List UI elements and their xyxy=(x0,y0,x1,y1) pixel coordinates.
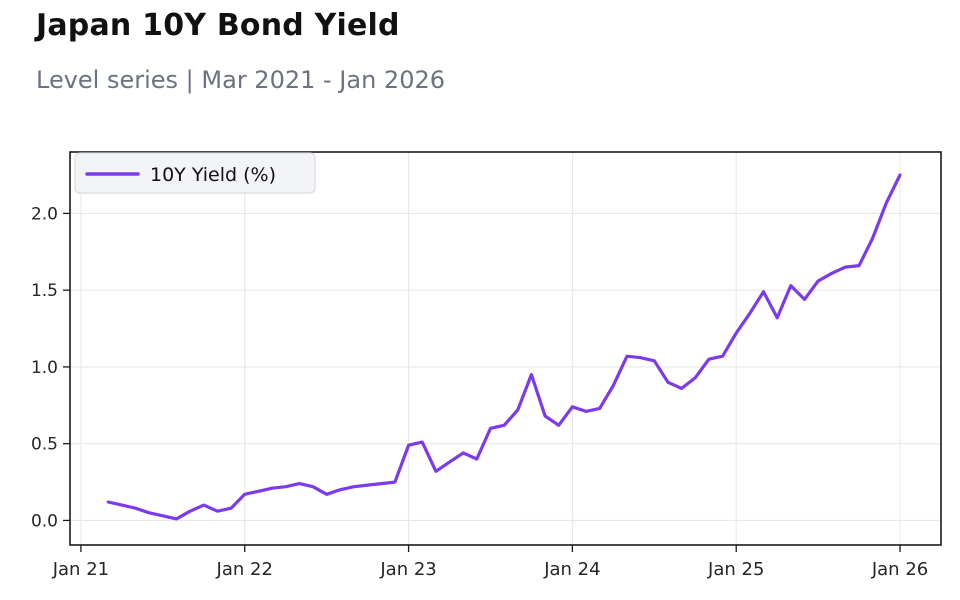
y-tick-label: 1.0 xyxy=(31,358,58,378)
series-line xyxy=(106,173,902,521)
x-tick-label: Jan 26 xyxy=(871,559,928,580)
y-tick-label: 1.5 xyxy=(31,281,58,301)
legend xyxy=(74,152,316,194)
x-tick-label: Jan 24 xyxy=(543,559,600,580)
x-tick-label: Jan 23 xyxy=(379,559,436,580)
x-tick-label: Jan 21 xyxy=(52,559,109,580)
x-tick-label: Jan 25 xyxy=(707,559,764,580)
legend-label: 10Y Yield (%) xyxy=(150,164,276,186)
y-tick-label: 0.0 xyxy=(31,511,58,531)
y-tick-label: 2.0 xyxy=(31,204,58,224)
plot-border xyxy=(69,151,942,546)
chart-title: Japan 10Y Bond Yield xyxy=(36,8,400,43)
chart-subtitle: Level series | Mar 2021 - Jan 2026 xyxy=(36,66,446,94)
y-tick-label: 0.5 xyxy=(31,435,58,455)
plot-area xyxy=(70,152,941,545)
x-tick-label: Jan 22 xyxy=(216,559,273,580)
